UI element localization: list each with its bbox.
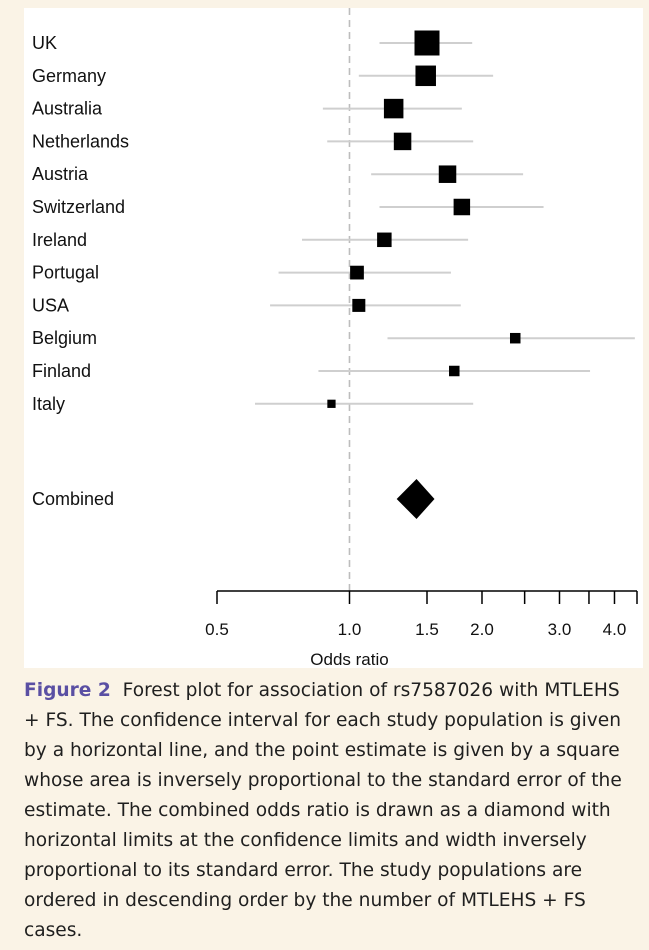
study-label: Netherlands bbox=[32, 131, 129, 151]
x-tick-label: 4.0 bbox=[603, 620, 627, 639]
point-estimate-square bbox=[453, 198, 471, 216]
study-label: Belgium bbox=[32, 328, 97, 348]
x-tick-label: 1.0 bbox=[338, 620, 362, 639]
caption-label: Figure 2 bbox=[24, 680, 111, 701]
study-label: Finland bbox=[32, 361, 91, 381]
x-tick-label: 1.5 bbox=[415, 620, 439, 639]
x-tick-label: 3.0 bbox=[548, 620, 572, 639]
study-label: UK bbox=[32, 33, 57, 53]
study-label: Austria bbox=[32, 164, 89, 184]
point-estimate-square bbox=[383, 98, 404, 119]
point-estimate-square bbox=[414, 30, 440, 56]
combined-label: Combined bbox=[32, 489, 114, 509]
point-estimate-square bbox=[327, 399, 336, 408]
point-estimate-square bbox=[352, 298, 366, 312]
study-label: Germany bbox=[32, 66, 106, 86]
study-label: Italy bbox=[32, 394, 65, 414]
point-estimate-square bbox=[509, 332, 521, 344]
study-label: Ireland bbox=[32, 230, 87, 250]
x-tick-label: 0.5 bbox=[205, 620, 229, 639]
figure-panel: UK Germany Australia Netherlands Austria Swit… bbox=[24, 8, 643, 668]
point-estimate-square bbox=[377, 232, 392, 248]
study-label: USA bbox=[32, 295, 69, 315]
forest-plot: UK Germany Australia Netherlands Austria Swit… bbox=[32, 8, 638, 668]
x-axis-title: Odds ratio bbox=[310, 650, 388, 668]
study-label: Switzerland bbox=[32, 197, 125, 217]
combined-diamond bbox=[396, 479, 435, 519]
study-label: Australia bbox=[32, 99, 103, 119]
point-estimate-square bbox=[438, 165, 457, 183]
point-estimate-square bbox=[449, 365, 460, 377]
point-estimate-square bbox=[415, 65, 436, 87]
caption-text: Forest plot for association of rs7587026… bbox=[24, 680, 622, 941]
point-estimate-square bbox=[393, 132, 412, 151]
x-tick-label: 2.0 bbox=[470, 620, 494, 639]
study-label: Portugal bbox=[32, 263, 99, 283]
figure-caption: Figure 2 Forest plot for association of … bbox=[24, 676, 634, 946]
point-estimate-square bbox=[350, 265, 364, 280]
